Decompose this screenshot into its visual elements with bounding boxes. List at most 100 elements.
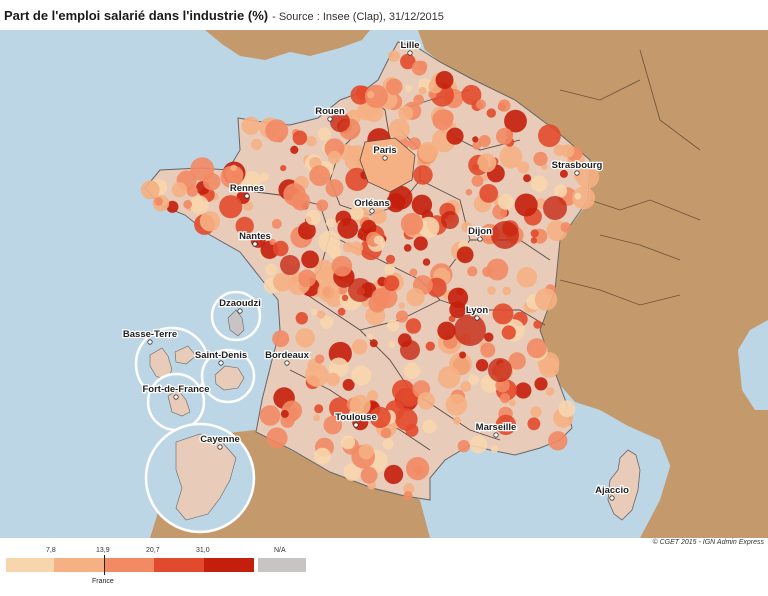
city-dot [382,155,388,161]
employment-area-patch [516,267,538,288]
city-dot [353,422,359,428]
employment-area-patch [315,354,325,364]
city-dijon[interactable]: Dijon [467,225,493,242]
legend-france-marker [104,555,105,575]
employment-area-patch [265,119,289,143]
employment-area-patch [331,255,353,277]
employment-area-patch [497,193,514,210]
legend-class-na [258,558,306,572]
employment-area-patch [398,302,405,309]
city-label: Nantes [239,231,271,242]
guyane-territory [175,433,237,521]
employment-area-patch [349,394,371,416]
employment-area-patch [351,365,372,386]
employment-area-patch [366,333,373,340]
legend-break-4: 31,0 [196,547,210,554]
employment-area-patch [337,217,359,239]
employment-area-patch [572,186,595,210]
map-title-text: Part de l'emploi salarié dans l'industri… [4,8,269,23]
city-nantes[interactable]: Nantes [238,230,272,247]
industrial-cluster-patch [491,221,519,249]
city-label: Rennes [230,183,264,194]
employment-area-patch [487,286,496,295]
employment-area-patch [533,320,542,329]
employment-area-patch [533,151,548,166]
city-paris[interactable]: Paris [372,144,398,161]
overseas-city-cayenne[interactable]: Cayenne [199,433,241,450]
employment-area-patch [140,180,160,200]
city-toulouse[interactable]: Toulouse [334,411,378,428]
city-rouen[interactable]: Rouen [314,105,346,122]
employment-area-patch [461,221,473,233]
employment-area-patch [409,268,418,277]
employment-area-patch [446,127,464,145]
employment-area-patch [515,382,532,399]
employment-area-patch [484,332,494,342]
employment-area-patch [534,377,548,391]
map-canvas[interactable]: Lille Rouen Paris Strasbourg Rennes Orléans Na… [0,30,768,538]
employment-area-patch [361,219,377,236]
employment-area-patch [398,105,414,121]
employment-area-patch [490,445,499,453]
employment-area-patch [369,406,391,428]
employment-area-patch [371,208,387,224]
city-label: Fort-de-France [142,384,209,395]
employment-area-patch [447,287,469,308]
city-marseille[interactable]: Marseille [474,421,518,438]
city-label: Rouen [315,106,345,117]
employment-area-patch [403,362,421,380]
city-dot [147,339,153,345]
employment-area-patch [326,372,340,387]
employment-area-patch [548,431,568,451]
employment-area-patch [413,236,428,251]
employment-area-patch [558,400,576,418]
overseas-city-basse-terre[interactable]: Basse-Terre [122,328,178,345]
employment-area-patch [459,351,467,359]
employment-area-patch [437,321,456,340]
city-dot [609,495,615,501]
legend-class-3 [104,558,154,572]
employment-area-patch [406,457,430,481]
overseas-city-saint-denis[interactable]: Saint-Denis [194,349,248,366]
employment-area-patch [301,250,319,269]
employment-area-patch [316,199,329,212]
city-rennes[interactable]: Rennes [229,182,265,199]
employment-area-patch [386,193,406,213]
city-strasbourg[interactable]: Strasbourg [550,159,604,176]
employment-area-patch [545,387,555,396]
employment-area-patch [574,192,582,200]
legend-na-label: N/A [274,547,286,554]
employment-area-patch [495,414,517,435]
city-dot [574,170,580,176]
city-dot [284,360,290,366]
city-orl-ans[interactable]: Orléans [353,197,391,214]
city-lille[interactable]: Lille [399,39,421,56]
industrial-cluster-patch [400,340,420,360]
employment-area-patch [514,193,538,217]
city-dot [244,193,250,199]
employment-area-patch [471,175,484,187]
employment-area-patch [314,259,335,280]
city-ajaccio[interactable]: Ajaccio [594,484,630,501]
overseas-city-fort-de-france[interactable]: Fort-de-France [141,383,211,400]
employment-area-patch [477,153,497,173]
employment-area-patch [385,254,396,264]
employment-area-patch [560,222,571,233]
city-bordeaux[interactable]: Bordeaux [264,349,311,366]
legend-swatches [6,558,306,572]
city-lyon[interactable]: Lyon [465,304,490,321]
employment-area-patch [199,211,220,232]
employment-area-patch [313,414,321,422]
employment-area-patch [189,195,209,215]
employment-area-patch [368,294,387,313]
employment-area-patch [400,212,424,236]
mayotte-island [227,309,245,337]
employment-area-patch [298,221,316,240]
map-area[interactable]: Lille Rouen Paris Strasbourg Rennes Orléans Na… [0,30,768,538]
employment-area-patch [530,229,539,238]
overseas-city-dzaoudzi[interactable]: Dzaoudzi [218,297,262,314]
employment-area-patch [190,157,215,181]
employment-area-patch [418,216,440,238]
employment-area-patch [364,84,388,108]
employment-area-patch [295,312,308,325]
